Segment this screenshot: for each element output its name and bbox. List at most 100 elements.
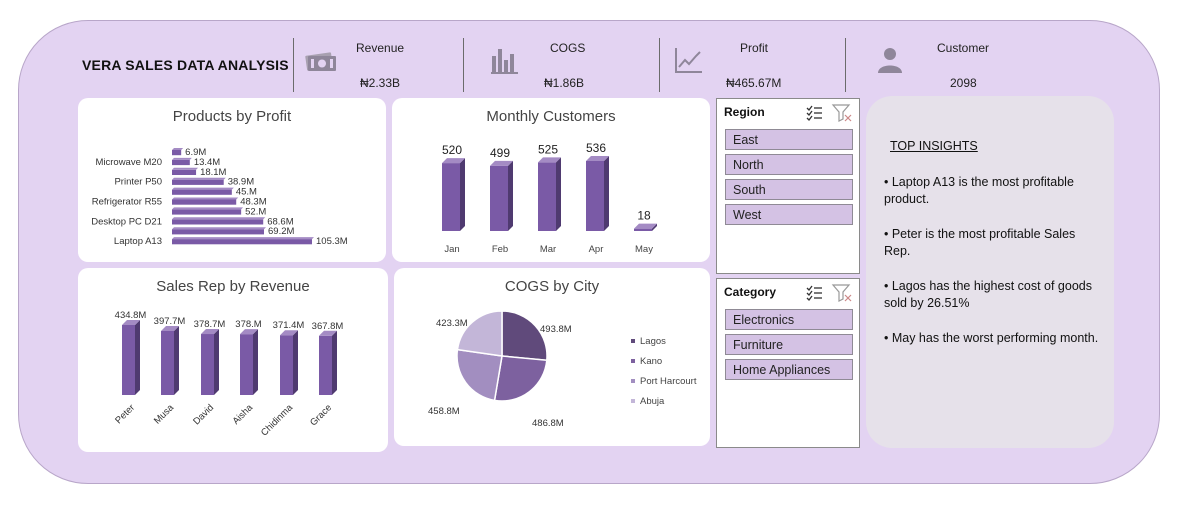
revenue-tick-label: David (191, 402, 216, 427)
profit-bar (172, 237, 314, 245)
legend-entry: Port Harcourt (640, 376, 697, 387)
kpi-revenue: Revenue ₦2.33B (293, 38, 463, 92)
insight-item: • Lagos has the highest cost of goods so… (884, 279, 1092, 310)
kpi-cogs-label: COGS (550, 41, 586, 55)
monthly-customers-chart: 520 Jan 499 Feb 525 Mar 536 Apr 18 May (442, 141, 657, 255)
region-south[interactable]: South (725, 179, 853, 200)
revenue-data-label: 378.M (235, 319, 261, 330)
pie-data-label: 486.8M (532, 418, 564, 429)
top-insights-title: TOP INSIGHTS (890, 139, 978, 153)
clear-filter-icon[interactable] (831, 104, 852, 122)
cogs-by-city-card: COGS by City 493.8M 486.8M 458.8M 423.3M Lag… (394, 268, 710, 446)
profit-bar (172, 177, 226, 185)
pie-slice-kano (493, 355, 548, 402)
profit-bar (172, 207, 244, 215)
products-by-profit-card: Products by Profit 6.9M 13.4M 18.1M 38.9M 45… (78, 98, 386, 262)
kpi-revenue-value: ₦2.33B (360, 76, 401, 90)
profit-data-label: 52.M (245, 206, 266, 217)
revenue-data-label: 397.7M (154, 316, 186, 327)
legend-entry: Kano (640, 356, 662, 367)
legend-swatch (631, 399, 635, 403)
clear-filter-icon[interactable] (831, 284, 852, 302)
profit-bar (172, 227, 267, 235)
kpi-customer-value: 2098 (950, 76, 977, 90)
profit-tick-label: Desktop PC D21 (91, 216, 162, 227)
customers-tick-label: Apr (589, 244, 604, 255)
monthly-customers-card: Monthly Customers 520 Jan 499 Feb 525 Mar 536 A… (392, 98, 710, 262)
insight-item: • Laptop A13 is the most profitable prod… (884, 175, 1074, 206)
pie-data-label: 493.8M (540, 324, 572, 335)
category-home-appliances[interactable]: Home Appliances (725, 359, 853, 380)
kpi-customer-label: Customer (937, 41, 990, 55)
kpi-cogs-value: ₦1.86B (544, 76, 585, 90)
customers-data-label: 18 (637, 209, 651, 223)
profit-data-label: 105.3M (316, 236, 348, 247)
revenue-bar (319, 330, 337, 395)
cogs-by-city-title: COGS by City (504, 278, 600, 295)
revenue-tick-label: Aisha (231, 402, 256, 427)
category-furniture[interactable]: Furniture (725, 334, 853, 355)
profit-bar (172, 157, 192, 166)
profit-tick-label: Refrigerator R55 (92, 197, 162, 208)
region-east[interactable]: East (725, 129, 853, 150)
revenue-tick-label: Chidinma (259, 402, 296, 439)
revenue-data-label: 434.8M (115, 310, 147, 321)
revenue-bar (161, 325, 179, 395)
kpi-profit-value: ₦465.67M (726, 76, 782, 90)
pie-data-label: 458.8M (428, 406, 460, 417)
legend-swatch (631, 339, 635, 343)
legend-entry: Lagos (640, 336, 666, 347)
customers-tick-label: May (635, 244, 653, 255)
profit-data-label: 6.9M (185, 147, 206, 158)
profit-bar (172, 197, 239, 205)
line-chart-icon (675, 48, 702, 73)
profit-data-label: 18.1M (200, 167, 226, 178)
kpi-profit: Profit ₦465.67M (659, 38, 845, 92)
revenue-data-label: 378.7M (194, 319, 226, 330)
sales-rep-card: Sales Rep by Revenue 434.8M Peter 397.7M Mu… (78, 268, 388, 452)
revenue-data-label: 371.4M (273, 320, 305, 331)
region-north[interactable]: North (725, 154, 853, 175)
kpi-customer: Customer 2098 (845, 38, 1045, 92)
kpi-profit-label: Profit (740, 41, 769, 55)
category-slicer-tools (805, 283, 853, 308)
insight-item: • May has the worst performing month. (884, 331, 1099, 345)
profit-data-label: 69.2M (268, 226, 294, 237)
revenue-tick-label: Peter (113, 402, 137, 426)
customers-tick-label: Mar (540, 244, 556, 255)
insight-item: • Peter is the most profitable Sales Rep… (884, 227, 1076, 258)
customers-data-label: 536 (586, 141, 606, 155)
region-west[interactable]: West (725, 204, 853, 225)
profit-data-label: 45.M (236, 187, 257, 198)
profit-bar (172, 187, 234, 195)
customers-tick-label: Feb (492, 244, 508, 255)
legend-swatch (631, 379, 635, 383)
legend-swatch (631, 359, 635, 363)
revenue-tick-label: Musa (152, 402, 177, 427)
profit-tick-label: Microwave M20 (95, 157, 162, 168)
multi-select-icon[interactable] (806, 285, 822, 301)
cogs-by-city-chart: 493.8M 486.8M 458.8M 423.3M Lagos Kano Port Ha… (428, 310, 697, 429)
kpi-revenue-label: Revenue (356, 41, 405, 55)
money-icon (305, 52, 336, 71)
kpi-cogs: COGS ₦1.86B (463, 38, 659, 92)
profit-tick-label: Laptop A13 (114, 236, 162, 247)
revenue-data-label: 367.8M (312, 321, 344, 332)
dashboard-title: VERA SALES DATA ANALYSIS (82, 57, 289, 73)
customers-data-label: 525 (538, 142, 558, 156)
products-by-profit-title: Products by Profit (172, 108, 292, 125)
customers-bar (586, 156, 609, 231)
monthly-customers-title: Monthly Customers (486, 108, 616, 125)
category-slicer-title: Category (724, 285, 777, 299)
top-insights-panel: TOP INSIGHTS • Laptop A13 is the most pr… (866, 96, 1114, 448)
profit-bar (172, 217, 266, 225)
sales-rep-title: Sales Rep by Revenue (156, 278, 310, 295)
multi-select-icon[interactable] (806, 105, 822, 121)
customers-data-label: 520 (442, 143, 462, 157)
bar-chart-icon (491, 49, 518, 74)
category-electronics[interactable]: Electronics (725, 309, 853, 330)
profit-bar (172, 148, 184, 156)
profit-bar (172, 167, 199, 175)
profit-data-label: 13.4M (194, 157, 220, 168)
customers-bar (634, 223, 657, 231)
